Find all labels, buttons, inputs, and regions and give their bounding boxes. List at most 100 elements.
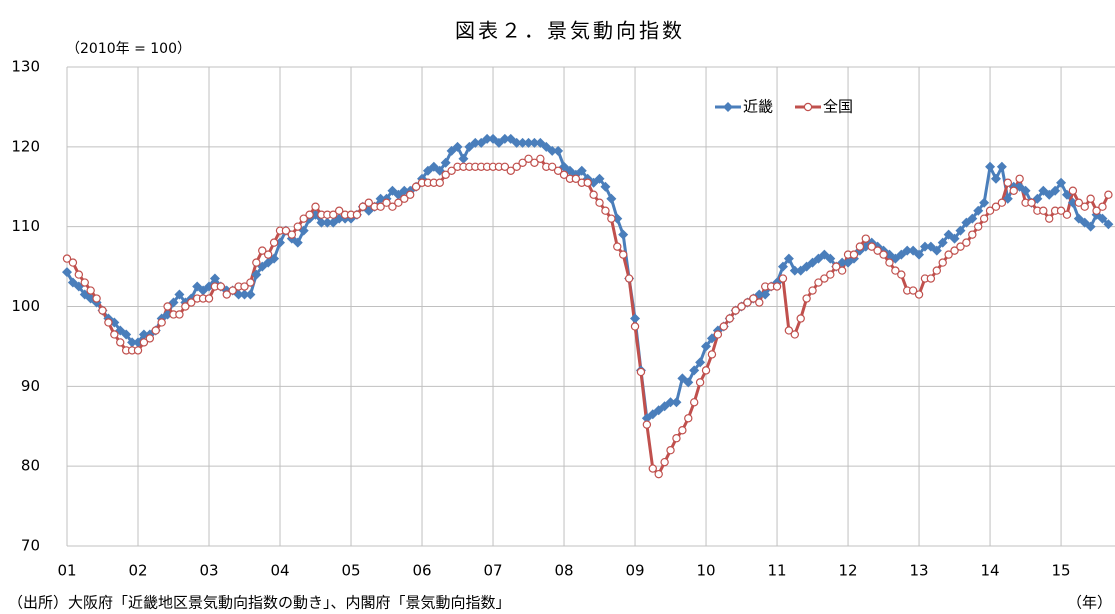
data-point [458, 153, 469, 164]
data-point [358, 202, 368, 211]
data-point [1009, 186, 1018, 195]
data-point [80, 278, 89, 287]
data-point [228, 286, 237, 295]
data-point [86, 286, 95, 295]
data-point [937, 237, 948, 248]
data-point [802, 294, 811, 303]
data-point [825, 253, 836, 264]
data-point [618, 229, 629, 240]
data-point [269, 238, 279, 247]
data-point [245, 289, 256, 300]
data-point [529, 137, 540, 148]
data-point [394, 198, 403, 207]
x-tick-label: 04 [270, 562, 289, 580]
data-point [452, 141, 463, 152]
data-point [411, 182, 421, 191]
data-point [187, 298, 196, 307]
data-point [547, 162, 557, 171]
data-point [849, 250, 859, 259]
x-tick-label: 07 [483, 562, 502, 580]
data-point [654, 469, 663, 479]
x-tick-label: 12 [838, 562, 857, 580]
data-point [926, 274, 936, 283]
data-point [808, 286, 817, 295]
data-point [127, 337, 138, 348]
data-point [707, 350, 717, 359]
data-point [505, 133, 516, 144]
data-point [524, 154, 533, 164]
data-point [613, 242, 622, 251]
data-point [68, 258, 78, 267]
data-point [275, 237, 286, 248]
data-point [181, 302, 190, 311]
data-point [914, 290, 924, 299]
data-point [133, 346, 143, 355]
data-point [789, 265, 800, 276]
data-point [1092, 206, 1101, 215]
data-point [1085, 221, 1096, 232]
data-point [624, 274, 634, 283]
data-point [216, 282, 226, 291]
data-point [837, 266, 847, 275]
data-point [246, 278, 255, 287]
data-point [62, 267, 72, 278]
data-point [447, 166, 456, 175]
data-point [974, 222, 983, 231]
legend-label: 全国 [823, 98, 853, 116]
data-point [671, 397, 682, 408]
data-point [251, 269, 262, 280]
data-point [470, 137, 481, 148]
source-note: （出所）大阪府「近畿地区景気動向指数の動き」、内閣府「景気動向指数」 [8, 594, 511, 612]
data-point [967, 213, 978, 224]
data-point [695, 378, 705, 387]
data-point [175, 310, 184, 319]
data-point [897, 270, 906, 279]
data-point [861, 234, 870, 243]
data-point [293, 222, 302, 231]
data-point [666, 446, 675, 455]
data-point [607, 214, 616, 223]
data-point [949, 233, 960, 244]
data-point [74, 270, 84, 279]
data-point [376, 202, 385, 211]
data-point [1050, 185, 1061, 196]
data-point [772, 282, 782, 291]
data-point [678, 426, 687, 435]
data-point [174, 289, 185, 300]
data-point [968, 230, 977, 239]
data-point [239, 289, 250, 300]
x-tick-label: 08 [554, 562, 573, 580]
data-point [932, 266, 941, 275]
data-point [571, 174, 581, 183]
data-point [287, 230, 297, 239]
data-point [985, 161, 996, 172]
data-point [506, 166, 515, 175]
data-point [908, 286, 918, 295]
data-point [991, 202, 1001, 211]
data-point [595, 198, 604, 207]
data-point [512, 162, 521, 171]
data-point [441, 170, 450, 179]
data-point [1045, 214, 1054, 223]
data-point [778, 274, 788, 283]
x-tick-label: 14 [981, 562, 1000, 580]
x-tick-label: 05 [341, 562, 360, 580]
data-point [973, 205, 984, 216]
data-point [334, 206, 344, 215]
data-point [518, 158, 527, 167]
data-point [1062, 210, 1072, 219]
data-point [523, 137, 534, 148]
data-point [938, 258, 947, 267]
data-point [672, 434, 681, 443]
series-line [66, 156, 1110, 477]
data-point [701, 366, 711, 375]
data-point [305, 210, 314, 219]
data-point [826, 270, 835, 279]
data-point [204, 281, 215, 292]
data-point [690, 398, 699, 407]
data-point [388, 202, 397, 211]
data-point [683, 377, 694, 388]
data-point [1103, 219, 1114, 230]
data-point [1027, 198, 1036, 207]
data-point [263, 250, 273, 259]
